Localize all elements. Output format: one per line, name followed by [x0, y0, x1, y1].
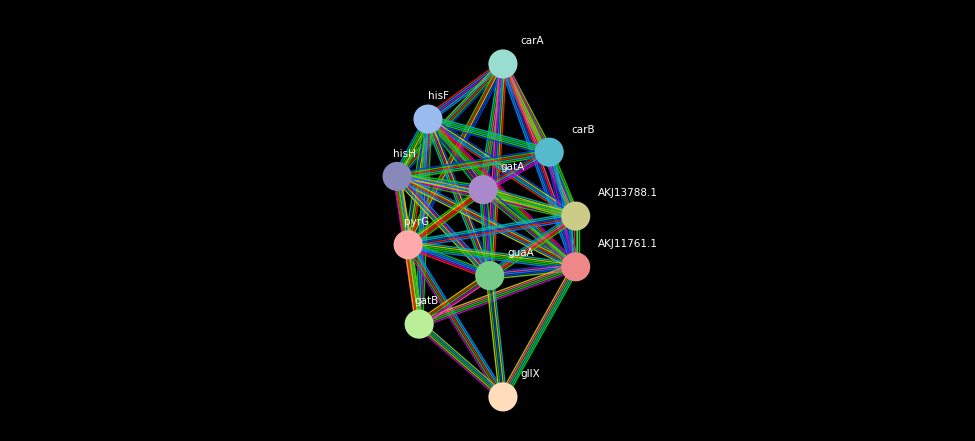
Circle shape [475, 261, 504, 290]
Text: AKJ11761.1: AKJ11761.1 [598, 239, 658, 249]
Text: gatB: gatB [414, 296, 439, 306]
Circle shape [562, 202, 590, 231]
Text: gatA: gatA [501, 162, 525, 172]
Circle shape [488, 382, 518, 411]
Text: hisH: hisH [393, 149, 415, 159]
Text: pyrG: pyrG [404, 217, 429, 227]
Text: carA: carA [521, 36, 544, 46]
Circle shape [413, 105, 443, 134]
Circle shape [469, 175, 497, 204]
Circle shape [488, 49, 518, 78]
Text: carB: carB [571, 124, 595, 135]
Circle shape [405, 310, 434, 339]
Text: AKJ13788.1: AKJ13788.1 [598, 188, 658, 198]
Circle shape [382, 162, 411, 191]
Text: guaA: guaA [507, 248, 534, 258]
Circle shape [562, 252, 590, 281]
Text: hisF: hisF [428, 91, 448, 101]
Circle shape [394, 230, 423, 259]
Text: glIX: glIX [521, 369, 540, 379]
Circle shape [534, 138, 564, 167]
